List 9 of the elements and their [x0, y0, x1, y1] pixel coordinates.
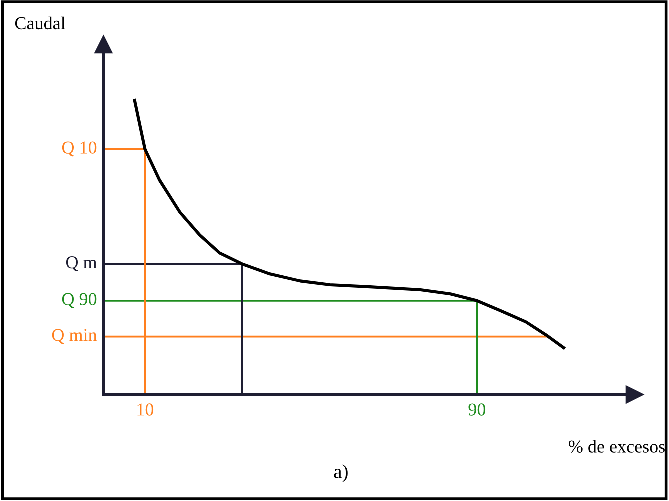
- ref-line-label: Q 90: [62, 293, 97, 308]
- y-axis-title: Caudal: [15, 16, 66, 30]
- ref-line-label: Q min: [52, 329, 98, 344]
- x-axis-title: % de excesos: [569, 440, 665, 453]
- ref-line-label: Q m: [66, 256, 98, 272]
- x-tick-label: 90: [468, 404, 486, 416]
- text: a): [334, 464, 348, 482]
- x-tick-label: 10: [138, 404, 154, 416]
- ref-line-label: Q 10: [62, 142, 97, 157]
